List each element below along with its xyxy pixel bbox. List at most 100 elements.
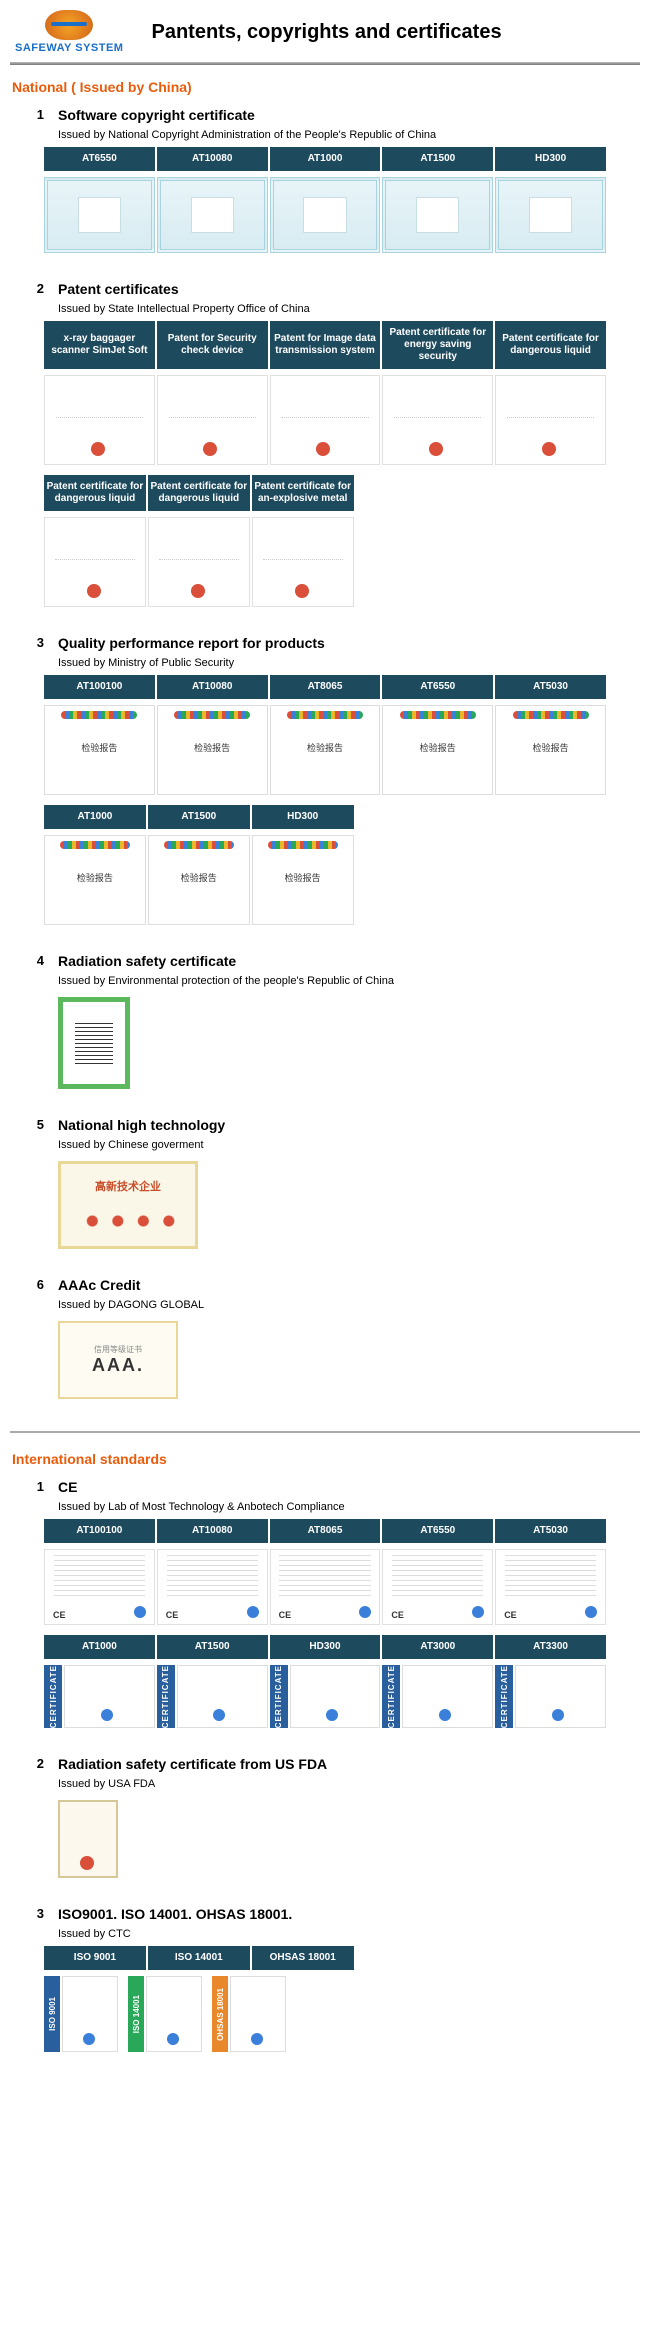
item-num: 1 (30, 1479, 44, 1494)
certificate-thumb (382, 1549, 493, 1625)
brand-logo: SAFEWAY SYSTEM (15, 10, 123, 54)
certificate-thumb: ISO 9001 (44, 1976, 118, 2052)
label-cell: AT8065 (270, 675, 381, 699)
certificate-thumb (44, 517, 146, 607)
certificate-thumb (58, 1800, 118, 1878)
divider (10, 62, 640, 65)
brand-name: SAFEWAY SYSTEM (15, 42, 123, 54)
aaa-small-text: 信用等级证书 (94, 1344, 142, 1355)
certificate-thumb (495, 705, 606, 795)
item-issued-by: Issued by Ministry of Public Security (12, 655, 638, 675)
label-row: x-ray baggager scanner SimJet Soft Paten… (12, 321, 638, 369)
international-heading: International standards (0, 1445, 650, 1471)
label-cell: AT10080 (157, 1519, 268, 1543)
label-row: ISO 9001 ISO 14001 OHSAS 18001 (12, 1946, 638, 1970)
item-issued-by: Issued by Environmental protection of th… (12, 973, 638, 993)
certificate-thumb (270, 705, 381, 795)
label-cell: AT1500 (382, 147, 493, 171)
label-row: AT1000 AT1500 HD300 (12, 805, 638, 829)
certificate-side-label: CERTIFICATE (387, 1665, 396, 1728)
item-issued-by: Issued by USA FDA (12, 1776, 638, 1796)
label-cell: OHSAS 18001 (252, 1946, 354, 1970)
label-cell: AT3300 (495, 1635, 606, 1659)
certificate-thumb (148, 835, 250, 925)
label-cell: HD300 (495, 147, 606, 171)
label-cell: ISO 9001 (44, 1946, 146, 1970)
item-title: Patent certificates (58, 281, 179, 297)
item-num: 2 (30, 1756, 44, 1771)
item-title: Quality performance report for products (58, 635, 325, 651)
certificate-thumb (382, 375, 493, 465)
label-cell: AT8065 (270, 1519, 381, 1543)
item-num: 6 (30, 1277, 44, 1292)
cert-row (12, 171, 638, 263)
item-quality-report: 3 Quality performance report for product… (0, 627, 650, 945)
certificate-thumb (252, 835, 354, 925)
certificate-thumb (495, 177, 606, 253)
item-issued-by: Issued by DAGONG GLOBAL (12, 1297, 638, 1317)
certificate-thumb: CERTIFICATE (157, 1665, 268, 1728)
certificate-side-label: CERTIFICATE (161, 1665, 170, 1728)
iso-side-label: ISO 9001 (48, 1997, 57, 2031)
label-cell: AT6550 (382, 675, 493, 699)
certificate-thumb (270, 177, 381, 253)
certificate-thumb (157, 177, 268, 253)
item-num: 2 (30, 281, 44, 296)
item-aaa-credit: 6 AAAc Credit Issued by DAGONG GLOBAL 信用… (0, 1269, 650, 1419)
label-row: AT1000 AT1500 HD300 AT3000 AT3300 (12, 1635, 638, 1659)
label-cell: AT6550 (44, 147, 155, 171)
iso-side-label: OHSAS 18001 (216, 1988, 225, 2041)
cert-row (12, 829, 638, 935)
label-cell: Patent certificate for dangerous liquid (148, 475, 250, 511)
item-software-copyright: 1 Software copyright certificate Issued … (0, 99, 650, 273)
certificate-thumb (44, 1549, 155, 1625)
item-title: ISO9001. ISO 14001. OHSAS 18001. (58, 1906, 292, 1922)
label-cell: AT1000 (44, 1635, 155, 1659)
item-num: 5 (30, 1117, 44, 1132)
item-num: 3 (30, 1906, 44, 1921)
item-issued-by: Issued by National Copyright Administrat… (12, 127, 638, 147)
item-ce: 1 CE Issued by Lab of Most Technology & … (0, 1471, 650, 1748)
aaa-big-text: AAA. (92, 1355, 144, 1376)
certificate-side-label: CERTIFICATE (274, 1665, 283, 1728)
cert-row: CERTIFICATE CERTIFICATE CERTIFICATE CERT… (12, 1659, 638, 1738)
certificate-thumb (44, 177, 155, 253)
certificate-thumb (44, 375, 155, 465)
page-header: SAFEWAY SYSTEM Pantents, copyrights and … (0, 0, 650, 62)
item-title: National high technology (58, 1117, 225, 1133)
certificate-thumb (270, 375, 381, 465)
label-row: AT100100 AT10080 AT8065 AT6550 AT5030 (12, 675, 638, 699)
label-cell: AT1500 (148, 805, 250, 829)
iso-side-label: ISO 14001 (132, 1995, 141, 2033)
certificate-thumb: OHSAS 18001 (212, 1976, 286, 2052)
certificate-thumb (382, 705, 493, 795)
certificate-thumb (58, 1161, 198, 1249)
label-row: Patent certificate for dangerous liquid … (12, 475, 638, 511)
item-radiation-safety: 4 Radiation safety certificate Issued by… (0, 945, 650, 1109)
item-us-fda: 2 Radiation safety certificate from US F… (0, 1748, 650, 1898)
label-cell: AT5030 (495, 675, 606, 699)
certificate-thumb (495, 1549, 606, 1625)
certificate-thumb (382, 177, 493, 253)
certificate-thumb (58, 997, 130, 1089)
divider (10, 1431, 640, 1433)
certificate-thumb: 信用等级证书 AAA. (58, 1321, 178, 1399)
item-title: Radiation safety certificate (58, 953, 236, 969)
item-national-high-tech: 5 National high technology Issued by Chi… (0, 1109, 650, 1269)
label-cell: AT10080 (157, 675, 268, 699)
label-cell: Patent for Security check device (157, 321, 268, 369)
label-row: AT100100 AT10080 AT8065 AT6550 AT5030 (12, 1519, 638, 1543)
item-title: CE (58, 1479, 77, 1495)
item-patent-certificates: 2 Patent certificates Issued by State In… (0, 273, 650, 627)
label-cell: Patent certificate for dangerous liquid (44, 475, 146, 511)
label-cell: HD300 (252, 805, 354, 829)
label-row: AT6550 AT10080 AT1000 AT1500 HD300 (12, 147, 638, 171)
label-cell: AT3000 (382, 1635, 493, 1659)
item-title: Radiation safety certificate from US FDA (58, 1756, 327, 1772)
item-title: Software copyright certificate (58, 107, 255, 123)
item-iso: 3 ISO9001. ISO 14001. OHSAS 18001. Issue… (0, 1898, 650, 2068)
certificate-thumb (157, 1549, 268, 1625)
cert-row (12, 1543, 638, 1635)
certificate-thumb: CERTIFICATE (44, 1665, 155, 1728)
item-issued-by: Issued by Lab of Most Technology & Anbot… (12, 1499, 638, 1519)
